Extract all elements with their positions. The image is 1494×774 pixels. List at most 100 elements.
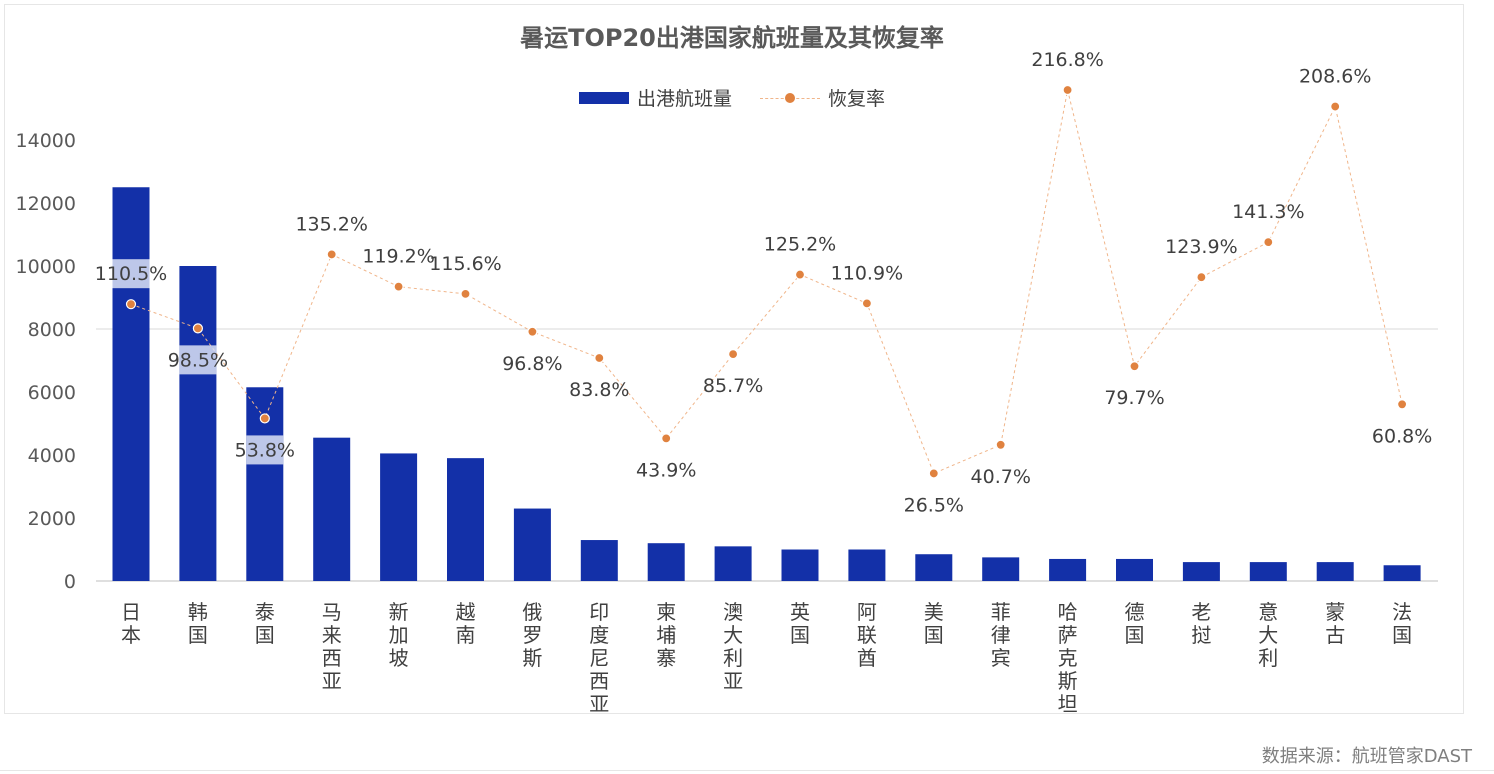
x-tick-label: 柬埔寨	[656, 600, 676, 670]
x-tick-label: 美国	[924, 600, 944, 647]
chart-frame	[4, 4, 1464, 714]
y-tick-label: 2000	[28, 508, 76, 530]
x-tick-label: 韩国	[188, 600, 208, 647]
x-tick-label: 哈萨克斯坦	[1058, 600, 1078, 716]
rate-marker	[928, 468, 939, 479]
rate-data-label: 135.2%	[295, 213, 367, 235]
bar	[513, 508, 551, 581]
rate-marker	[125, 299, 137, 310]
bar	[1316, 562, 1354, 581]
x-tick-label: 菲律宾	[991, 600, 1011, 670]
rate-marker	[527, 326, 538, 337]
x-tick-label: 法国	[1392, 600, 1412, 647]
x-tick-label: 马来西亚	[322, 600, 342, 693]
rate-line	[130, 89, 1403, 475]
rate-marker	[259, 413, 270, 424]
rate-marker	[794, 269, 806, 280]
bar	[1116, 558, 1153, 581]
legend-bar-swatch	[578, 91, 629, 104]
y-tick-label: 12000	[16, 193, 76, 215]
bar	[781, 549, 819, 581]
rate-data-label: 110.5%	[95, 263, 167, 285]
y-tick-label: 14000	[16, 130, 76, 152]
rate-marker	[861, 298, 873, 309]
rate-marker	[1330, 101, 1341, 112]
rate-data-label: 60.8%	[1372, 425, 1432, 447]
rate-marker	[326, 249, 337, 260]
bar	[580, 540, 618, 581]
x-tick-label: 德国	[1125, 600, 1145, 647]
rate-data-label: 115.6%	[429, 253, 501, 275]
rate-data-label: 53.8%	[235, 439, 295, 461]
x-tick-label: 俄罗斯	[522, 600, 542, 670]
x-tick-label: 英国	[790, 600, 810, 647]
rate-data-label: 85.7%	[703, 375, 763, 397]
rate-marker	[192, 323, 203, 334]
bar	[1182, 562, 1220, 581]
y-tick-label: 6000	[28, 382, 76, 404]
legend-line-label: 恢复率	[828, 88, 886, 110]
rate-data-label: 123.9%	[1165, 236, 1237, 258]
y-tick-label: 10000	[16, 256, 76, 278]
legend-item-bar: 出港航班量	[578, 84, 732, 111]
x-tick-label: 印度尼西亚	[589, 600, 609, 716]
x-tick-label: 老挝	[1191, 600, 1211, 647]
rate-marker	[661, 433, 672, 444]
rate-data-label: 125.2%	[764, 234, 836, 256]
rate-data-label: 110.9%	[831, 262, 903, 284]
y-tick-label: 8000	[28, 319, 76, 341]
rate-marker	[995, 439, 1006, 450]
bar	[982, 557, 1020, 581]
bar	[1049, 558, 1087, 581]
rate-marker	[1396, 399, 1408, 410]
rate-data-label: 43.9%	[636, 459, 696, 481]
rate-marker	[1196, 272, 1207, 283]
bar	[714, 546, 752, 581]
rate-data-label: 26.5%	[904, 494, 964, 516]
rate-data-label: 83.8%	[569, 379, 629, 401]
x-tick-label: 阿联酋	[857, 600, 877, 670]
rate-marker	[1062, 84, 1073, 96]
rate-data-label: 141.3%	[1232, 201, 1304, 223]
x-tick-label: 新加坡	[389, 600, 409, 670]
bar	[112, 187, 150, 581]
rate-data-label: 216.8%	[1031, 49, 1103, 71]
bar	[1249, 562, 1287, 581]
x-tick-label: 越南	[456, 600, 476, 647]
label-highlight	[112, 259, 150, 289]
rate-data-label: 79.7%	[1104, 387, 1164, 409]
bar	[447, 458, 484, 581]
bottom-divider	[0, 770, 1494, 771]
rate-marker	[460, 288, 471, 300]
legend-line-swatch	[760, 91, 820, 105]
rate-marker	[594, 352, 605, 364]
chart-title: 暑运TOP20出港国家航班量及其恢复率	[520, 24, 944, 52]
x-tick-label: 蒙古	[1325, 600, 1345, 647]
bar	[1383, 565, 1421, 581]
bar	[380, 453, 418, 581]
bar	[179, 266, 217, 581]
bar	[313, 437, 351, 581]
bar	[647, 543, 685, 581]
legend-bar-label: 出港航班量	[636, 88, 732, 110]
rate-data-label: 96.8%	[502, 353, 562, 375]
rate-data-label: 40.7%	[971, 466, 1031, 488]
rate-marker	[727, 349, 739, 360]
label-highlight	[179, 345, 217, 375]
rate-data-label: 208.6%	[1299, 66, 1371, 88]
rate-data-label: 98.5%	[168, 349, 228, 371]
x-tick-label: 澳大利亚	[723, 600, 743, 693]
bar	[848, 549, 886, 581]
legend: 出港航班量 恢复率	[0, 84, 1464, 111]
rate-marker	[1263, 237, 1274, 248]
x-tick-label: 泰国	[255, 600, 275, 647]
rate-marker	[393, 281, 404, 292]
source-note: 数据来源：航班管家DAST	[1261, 746, 1472, 767]
x-tick-label: 意大利	[1258, 600, 1278, 670]
bar	[915, 554, 953, 581]
rate-marker	[1129, 361, 1140, 372]
rate-data-label: 119.2%	[362, 246, 434, 268]
legend-item-line: 恢复率	[760, 84, 885, 111]
y-tick-label: 4000	[28, 445, 76, 467]
